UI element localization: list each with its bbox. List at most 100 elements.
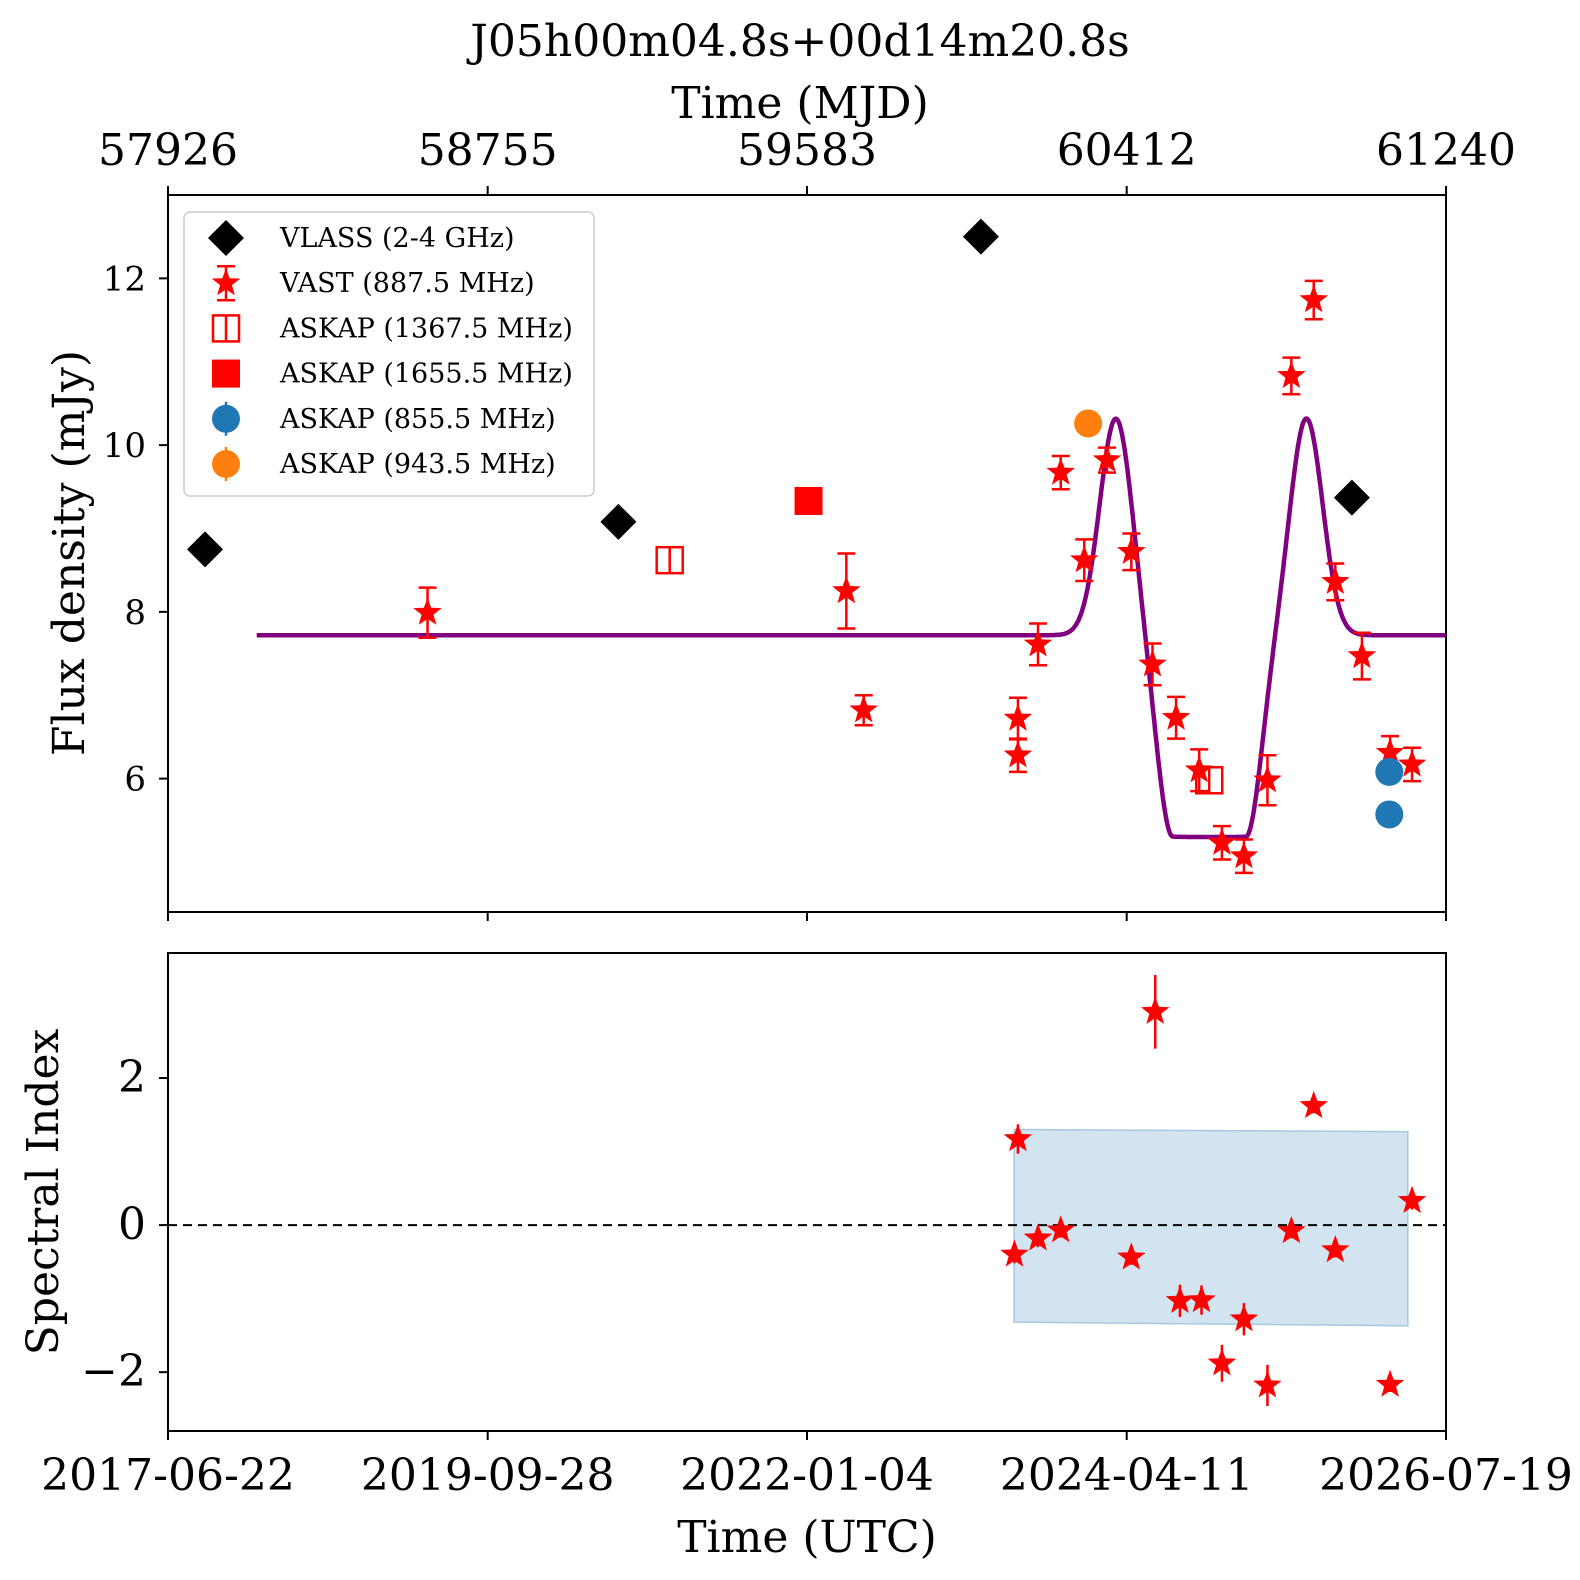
legend-label: ASKAP (1367.5 MHz) bbox=[279, 313, 573, 344]
point-marker bbox=[1023, 1223, 1053, 1251]
point-marker bbox=[849, 695, 878, 723]
data-point-star bbox=[1184, 748, 1214, 793]
legend-entry: ASKAP (943.5 MHz) bbox=[212, 447, 556, 481]
data-point-star bbox=[1207, 824, 1237, 861]
bottom-y-tick-label: −2 bbox=[81, 1346, 146, 1397]
data-point-open-square bbox=[655, 545, 684, 575]
data-point-circle bbox=[1375, 800, 1404, 829]
point-marker bbox=[1375, 757, 1404, 786]
point-marker bbox=[1184, 755, 1214, 783]
data-point-star bbox=[1347, 631, 1377, 681]
spectral-index-point bbox=[1023, 1223, 1053, 1251]
point-marker bbox=[794, 486, 823, 515]
legend-entry: VLASS (2-4 GHz) bbox=[208, 220, 515, 256]
point-marker bbox=[1092, 445, 1122, 473]
chart-title: J05h00m04.8s+00d14m20.8s bbox=[466, 16, 1130, 67]
top-y-tick-label: 10 bbox=[103, 426, 146, 466]
data-point-star bbox=[1003, 696, 1033, 741]
data-point-star bbox=[1138, 642, 1167, 687]
data-point-star bbox=[1092, 445, 1122, 474]
data-point-star bbox=[1397, 746, 1427, 783]
spectral-index-point bbox=[1046, 1215, 1075, 1243]
point-marker bbox=[1165, 1285, 1195, 1313]
data-point-star bbox=[1070, 538, 1099, 583]
point-marker bbox=[1299, 1091, 1328, 1119]
spectral-index-point bbox=[1165, 1284, 1195, 1318]
data-point-star bbox=[413, 586, 442, 639]
data-point-star bbox=[1023, 622, 1053, 667]
legend-box bbox=[183, 211, 595, 497]
data-point-star bbox=[1161, 695, 1191, 740]
data-point-star bbox=[1229, 838, 1259, 875]
data-point-star bbox=[1321, 562, 1350, 602]
legend-label: VAST (887.5 MHz) bbox=[279, 268, 535, 299]
point-marker bbox=[1141, 996, 1170, 1024]
data-point-star bbox=[1117, 532, 1146, 572]
point-marker bbox=[1333, 479, 1370, 516]
legend-marker bbox=[212, 404, 240, 433]
top-x-tick-label: 58755 bbox=[418, 125, 558, 176]
point-marker bbox=[1321, 1235, 1350, 1263]
point-marker bbox=[187, 531, 224, 568]
spectral-index-point bbox=[1117, 1242, 1146, 1270]
legend-entry: ASKAP (1655.5 MHz) bbox=[212, 359, 573, 390]
top-x-tick-label: 61240 bbox=[1376, 125, 1516, 176]
spectral-index-point bbox=[1207, 1344, 1237, 1382]
data-point-star bbox=[832, 552, 861, 630]
point-marker bbox=[1161, 702, 1191, 730]
legend-marker bbox=[211, 314, 241, 343]
bottom-x-tick-label: 2026-07-19 bbox=[1319, 1450, 1573, 1501]
data-point-star bbox=[849, 693, 878, 727]
top-axis-title: Time (MJD) bbox=[671, 78, 928, 129]
legend-label: VLASS (2-4 GHz) bbox=[279, 223, 515, 254]
bottom-y-tick-label: 0 bbox=[118, 1199, 146, 1250]
bottom-x-tick-label: 2022-01-04 bbox=[680, 1450, 934, 1501]
data-point-star bbox=[1046, 454, 1075, 491]
bottom-x-axis-title: Time (UTC) bbox=[677, 1512, 937, 1563]
data-point-star bbox=[1003, 737, 1033, 774]
top-y-axis-title: Flux density (mJy) bbox=[44, 350, 95, 756]
point-marker bbox=[1000, 1239, 1029, 1267]
legend-marker bbox=[212, 450, 240, 478]
point-marker bbox=[1253, 1370, 1282, 1398]
top-y-tick-label: 6 bbox=[124, 760, 146, 800]
data-point-diamond bbox=[600, 503, 637, 540]
spectral-index-point bbox=[1277, 1216, 1306, 1244]
point-marker bbox=[1207, 1348, 1237, 1376]
legend-label: ASKAP (943.5 MHz) bbox=[279, 449, 556, 480]
point-marker bbox=[962, 218, 999, 255]
legend-marker bbox=[212, 359, 240, 388]
data-point-square bbox=[794, 486, 823, 515]
spectral-index-point bbox=[1229, 1303, 1259, 1336]
spectral-index-point bbox=[1003, 1124, 1033, 1154]
point-marker bbox=[1070, 545, 1099, 573]
point-marker bbox=[1187, 1285, 1216, 1313]
point-marker bbox=[1117, 1242, 1146, 1270]
spectral-index-point bbox=[1397, 1185, 1427, 1213]
point-marker bbox=[1397, 749, 1427, 777]
spectral-index-point bbox=[1187, 1285, 1216, 1315]
point-marker bbox=[1253, 765, 1282, 793]
point-marker bbox=[1138, 649, 1167, 677]
point-marker bbox=[1023, 629, 1053, 657]
data-point-open-square bbox=[1194, 766, 1224, 795]
data-point-diamond bbox=[187, 531, 224, 568]
point-marker bbox=[1003, 740, 1033, 768]
point-marker bbox=[832, 576, 861, 604]
bottom-y-tick-label: 2 bbox=[118, 1052, 146, 1103]
point-marker bbox=[1194, 766, 1224, 795]
legend-entry: VAST (887.5 MHz) bbox=[211, 264, 535, 302]
data-point-diamond bbox=[1333, 479, 1370, 516]
spectral-index-panel: Spectral Index 2017-06-22 2019-09-28 2022-… bbox=[18, 952, 1573, 1563]
point-marker bbox=[1074, 409, 1103, 438]
point-marker bbox=[1046, 1215, 1075, 1243]
bottom-x-tick-label: 2019-09-28 bbox=[361, 1450, 615, 1501]
spectral-index-point bbox=[1253, 1364, 1282, 1406]
spectral-index-point bbox=[1141, 975, 1170, 1049]
point-marker bbox=[1347, 641, 1377, 669]
point-marker bbox=[1207, 827, 1237, 855]
data-point-star bbox=[1277, 356, 1306, 396]
bottom-y-axis-title: Spectral Index bbox=[18, 1028, 69, 1355]
point-marker bbox=[1321, 566, 1350, 594]
